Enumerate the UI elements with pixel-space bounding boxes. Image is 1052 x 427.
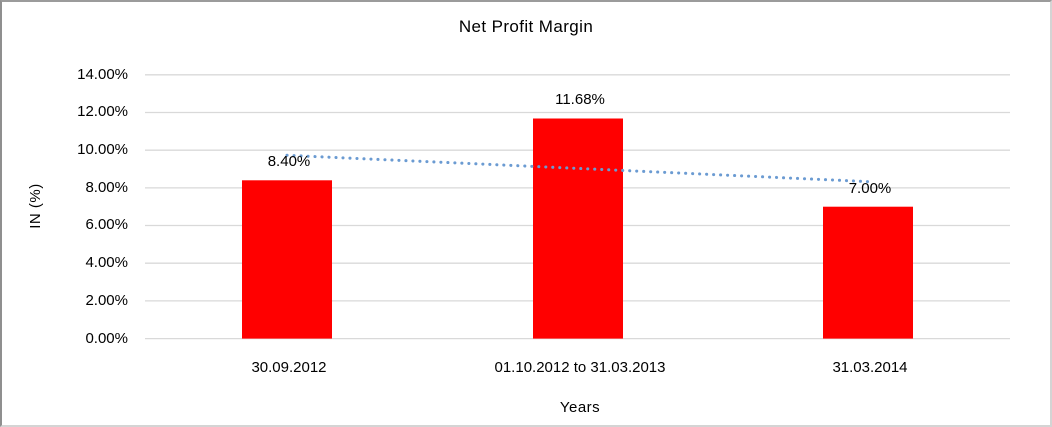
y-axis-title: IN (%) (27, 183, 44, 229)
bar-data-label: 11.68% (555, 91, 605, 108)
bar-31.03.2014 (823, 206, 913, 339)
y-tick-label: 6.00% (85, 216, 128, 233)
bar-data-label: 7.00% (848, 180, 892, 197)
y-tick-label: 2.00% (85, 292, 128, 309)
x-category-label: 31.03.2014 (832, 359, 908, 376)
bar-30.09.2012 (242, 180, 332, 339)
y-tick-label: 8.00% (85, 179, 128, 196)
y-tick-label: 0.00% (85, 330, 128, 347)
y-tick-label: 4.00% (85, 254, 128, 271)
x-category-label: 01.10.2012 to 31.03.2013 (494, 359, 666, 376)
y-tick-label: 14.00% (77, 66, 128, 83)
chart-title: Net Profit Margin (458, 17, 594, 36)
bar-01.10.2012 to 31.03.2013 (533, 118, 623, 339)
y-tick-label: 12.00% (77, 103, 128, 120)
x-axis-title: Years (559, 399, 601, 416)
bar-data-label: 8.40% (267, 153, 311, 170)
x-category-label: 30.09.2012 (251, 359, 327, 376)
trendline (285, 153, 870, 184)
y-tick-label: 10.00% (77, 141, 128, 158)
